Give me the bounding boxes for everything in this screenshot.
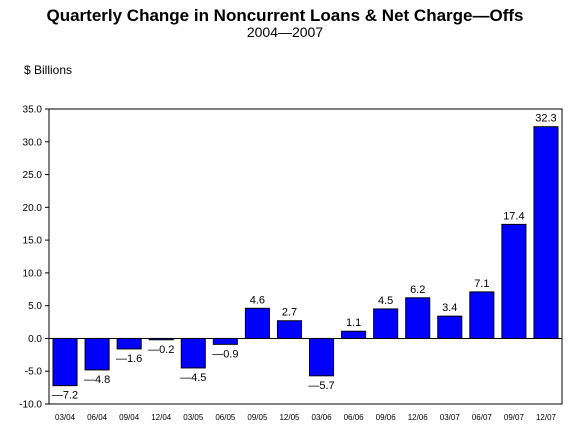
- data-label: 32.3: [535, 113, 556, 125]
- bar: [212, 337, 238, 345]
- x-tick-label: 09/07: [504, 413, 525, 422]
- x-tick-label: 09/05: [247, 413, 268, 422]
- data-label: 17.4: [503, 210, 524, 222]
- x-tick-label: 03/04: [55, 413, 76, 422]
- data-label: 1.1: [346, 317, 361, 329]
- y-tick-label: 20.0: [23, 203, 43, 214]
- bar: [373, 308, 399, 339]
- y-tick-label: 15.0: [23, 236, 43, 247]
- bar: [469, 291, 495, 339]
- data-label: —1.6: [116, 353, 142, 365]
- bar: [501, 223, 527, 339]
- x-tick-label: 03/06: [312, 413, 333, 422]
- x-tick-label: 06/07: [472, 413, 493, 422]
- bar: [276, 320, 302, 339]
- x-tick-label: 12/06: [408, 413, 429, 422]
- y-axis-unit-label: $ Billions: [24, 63, 73, 77]
- x-tick-label: 06/06: [344, 413, 365, 422]
- y-tick-label: -10.0: [19, 400, 42, 411]
- data-label: —0.9: [212, 348, 238, 360]
- bar: [148, 337, 174, 341]
- data-label: 3.4: [442, 302, 457, 314]
- y-tick-label: 5.0: [28, 301, 42, 312]
- x-tick-label: 09/06: [376, 413, 397, 422]
- data-label: 4.5: [378, 295, 393, 307]
- data-label: —4.5: [180, 372, 206, 384]
- data-label: 6.2: [410, 284, 425, 296]
- data-label: 2.7: [282, 307, 297, 319]
- x-tick-label: 12/07: [536, 413, 557, 422]
- y-tick-label: -5.0: [25, 367, 43, 378]
- chart-subtitle: 2004—2007: [246, 24, 324, 40]
- data-label: —5.7: [308, 380, 334, 392]
- y-tick-label: 30.0: [23, 137, 43, 148]
- y-tick-label: 0.0: [28, 334, 42, 345]
- bar: [437, 315, 463, 339]
- data-label: —7.2: [52, 390, 78, 402]
- data-label: 7.1: [474, 278, 489, 290]
- chart-title: Quarterly Change in Noncurrent Loans & N…: [46, 6, 524, 25]
- bar: [533, 126, 559, 339]
- x-tick-label: 06/04: [87, 413, 108, 422]
- bar: [341, 330, 367, 339]
- data-label: 4.6: [250, 294, 265, 306]
- bar: [244, 307, 270, 339]
- data-label: —4.8: [84, 374, 110, 386]
- bar: [84, 337, 110, 371]
- y-tick-label: 25.0: [23, 170, 43, 181]
- x-tick-label: 03/07: [440, 413, 461, 422]
- x-tick-label: 03/05: [183, 413, 204, 422]
- bar: [180, 337, 206, 369]
- x-tick-label: 12/05: [279, 413, 300, 422]
- bar: [405, 297, 431, 339]
- data-label: —0.2: [148, 344, 174, 356]
- y-tick-label: 10.0: [23, 268, 43, 279]
- y-tick-label: 35.0: [23, 105, 43, 116]
- bar: [116, 337, 142, 350]
- bar: [309, 337, 335, 377]
- plot-frame: [48, 108, 563, 405]
- x-tick-label: 12/04: [151, 413, 172, 422]
- bar: [52, 337, 78, 387]
- x-tick-label: 09/04: [119, 413, 140, 422]
- x-tick-label: 06/05: [215, 413, 236, 422]
